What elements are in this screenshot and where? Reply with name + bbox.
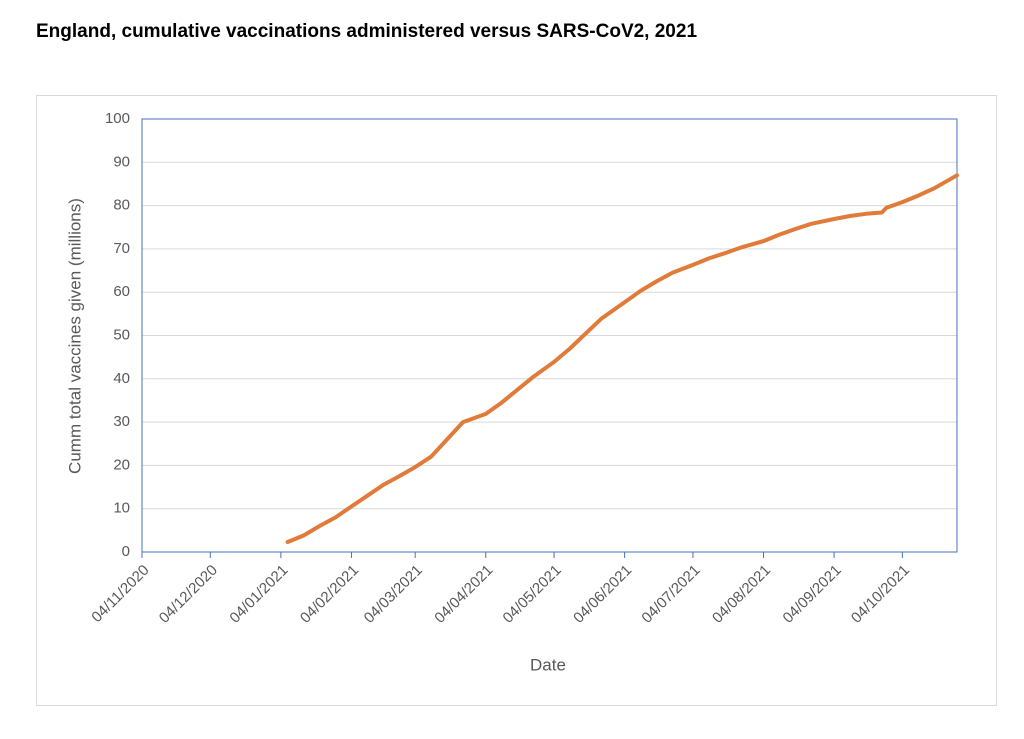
x-tick-label: 04/02/2021 [297,562,362,627]
y-tick-label: 100 [105,110,130,127]
y-tick-label: 50 [113,326,130,343]
chart-frame [36,95,997,706]
y-tick-label: 60 [113,283,130,300]
x-tick-label: 04/09/2021 [780,562,845,627]
y-tick-label: 30 [113,413,130,430]
y-tick-label: 70 [113,240,130,257]
y-tick-label: 80 [113,197,130,214]
x-tick-label: 04/12/2020 [156,562,221,627]
y-tick-label: 20 [113,456,130,473]
x-tick-label: 04/10/2021 [848,562,913,627]
y-axis-label: Cumm total vaccines given (millions) [65,198,84,474]
x-tick-label: 04/06/2021 [570,562,635,627]
x-tick-label: 04/11/2020 [88,562,152,626]
plot-border [141,118,958,553]
y-tick-label: 40 [113,370,130,387]
y-tick-label: 10 [113,500,130,517]
x-tick-label: 04/08/2021 [709,562,774,627]
chart-title: England, cumulative vaccinations adminis… [36,21,697,42]
x-tick-label: 04/04/2021 [431,562,496,627]
x-tick-label: 04/05/2021 [500,562,565,627]
x-tick-label: 04/01/2021 [226,562,291,627]
data-line [285,173,959,544]
x-axis-label: Date [530,655,566,674]
x-tick-label: 04/07/2021 [638,562,703,627]
y-tick-label: 90 [113,153,130,170]
y-tick-label: 0 [122,543,130,560]
x-tick-label: 04/03/2021 [361,562,426,627]
